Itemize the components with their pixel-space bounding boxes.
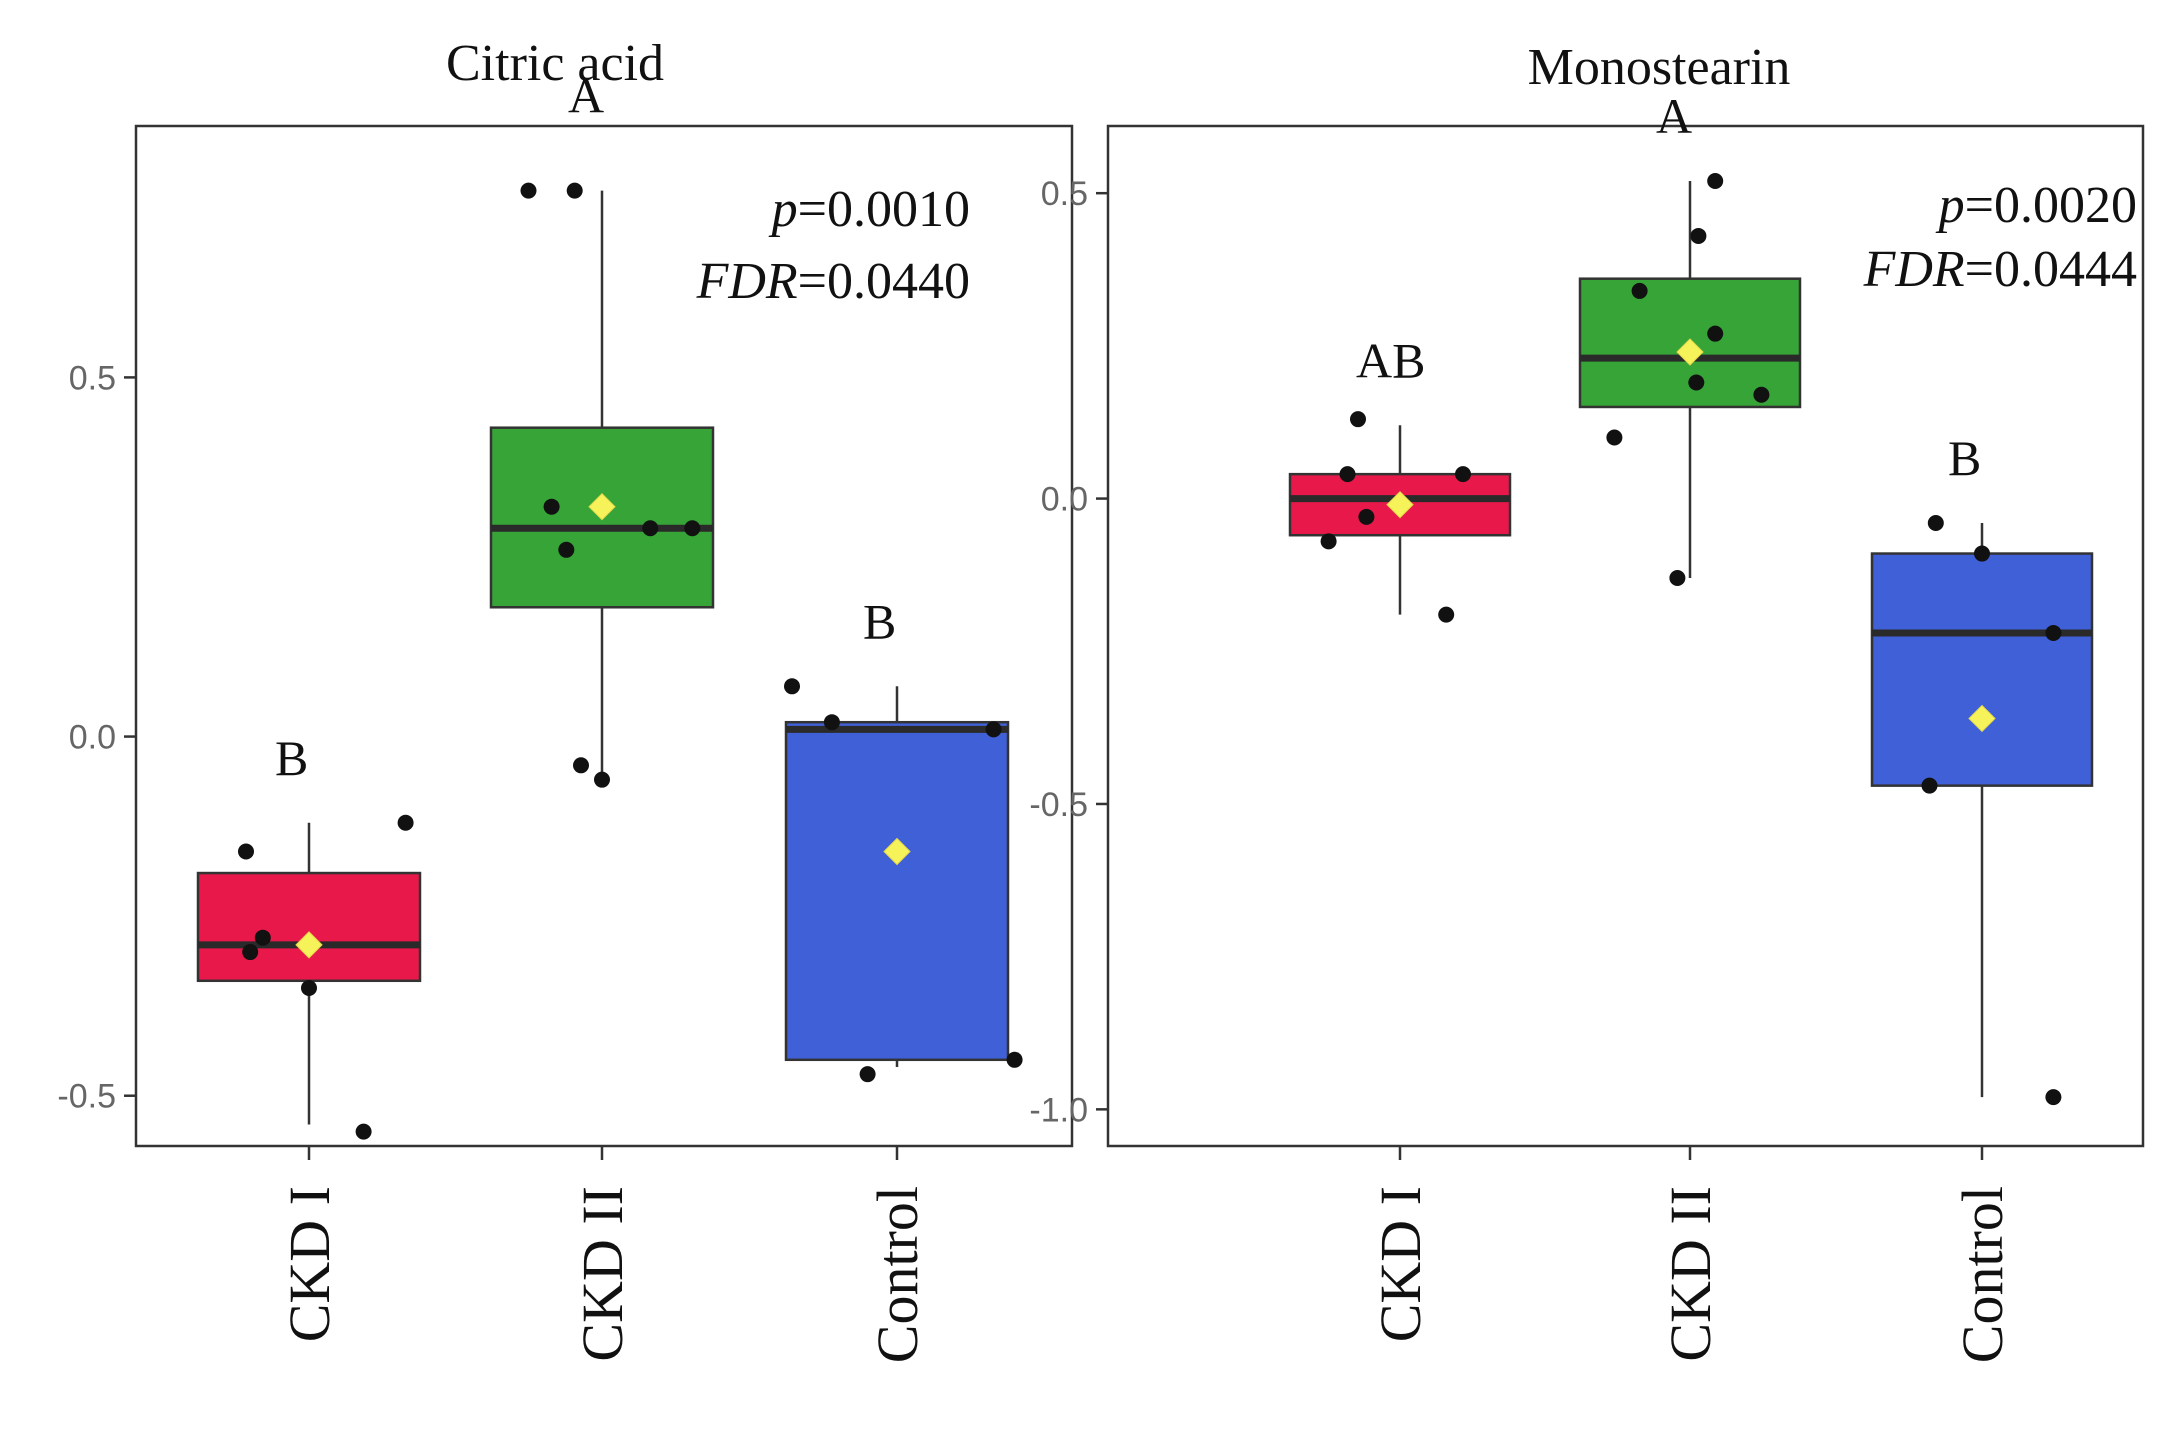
mean-marker: [588, 492, 616, 521]
panel-2: Monostearin -1.0 -0.5 0.0 0.5 CKD I CKD II Cont…: [1029, 39, 2145, 1363]
data-point: [1358, 508, 1375, 525]
box-control: B: [1870, 430, 2094, 1098]
box-ckd-ii: A: [489, 68, 715, 780]
mean-marker: [1386, 490, 1414, 519]
box-body: [784, 720, 1010, 1062]
data-point: [594, 771, 610, 788]
data-point: [558, 541, 575, 558]
data-point: [823, 714, 840, 731]
fdr-label: FDR: [1863, 241, 1965, 298]
p-value-annotation: p=0.0010: [768, 181, 970, 238]
p-label: p: [1935, 177, 1965, 234]
y-tick-label: 0.0: [1041, 481, 1088, 519]
data-point: [1350, 411, 1366, 428]
data-point: [254, 929, 271, 946]
data-point: [1320, 533, 1337, 550]
data-point: [1707, 172, 1724, 189]
p-value: =0.0020: [1965, 177, 2137, 234]
data-point: [1606, 429, 1623, 446]
mean-marker: [1676, 338, 1704, 366]
p-value: =0.0010: [798, 181, 970, 238]
data-point: [238, 843, 254, 860]
x-tick-label: CKD II: [1658, 1186, 1723, 1362]
x-tick-label: Control: [1950, 1186, 2015, 1363]
significance-letter: B: [1948, 430, 1981, 486]
panel-1: Citric acid -0.5 0.0 0.5 CKD I CKD II Control B…: [57, 35, 1074, 1363]
data-point: [2045, 1089, 2062, 1106]
data-point: [543, 498, 560, 515]
box-control: B: [784, 593, 1010, 1067]
chart-title: Monostearin: [1528, 39, 1791, 96]
y-tick-label: 0.5: [1041, 175, 1088, 213]
chart-title: Citric acid: [446, 35, 664, 92]
data-point: [520, 182, 537, 199]
x-tick-label: Control: [865, 1186, 930, 1363]
data-point: [1339, 466, 1356, 483]
fdr-label: FDR: [696, 253, 798, 310]
significance-letter: AB: [1356, 332, 1425, 388]
data-point: [1631, 282, 1648, 299]
data-point: [642, 520, 659, 537]
data-point: [1006, 1051, 1023, 1068]
y-tick-label: -0.5: [1029, 786, 1088, 824]
data-point: [1688, 374, 1705, 391]
data-point: [301, 979, 317, 996]
data-point: [1921, 777, 1938, 794]
data-point: [1927, 515, 1944, 532]
y-tick-label: -0.5: [57, 1078, 116, 1116]
data-point: [242, 944, 259, 961]
p-label: p: [768, 181, 798, 238]
box-ckd-ii: A: [1578, 88, 1802, 578]
significance-letter: A: [1656, 88, 1692, 144]
data-point: [684, 520, 701, 537]
plot-frame: [1106, 124, 2145, 1148]
mean-marker: [883, 837, 911, 866]
fdr-value: =0.0444: [1965, 241, 2137, 298]
data-point: [566, 182, 583, 199]
data-point: [355, 1123, 372, 1140]
data-point: [1753, 386, 1770, 403]
data-point: [1669, 569, 1686, 586]
x-tick-label: CKD I: [1368, 1186, 1433, 1342]
data-point: [1438, 606, 1455, 623]
significance-letter: B: [863, 593, 896, 649]
data-point: [1707, 325, 1724, 342]
data-point: [1455, 466, 1471, 483]
data-point: [784, 678, 800, 695]
y-tick-label: -1.0: [1029, 1091, 1088, 1129]
box-body: [1870, 552, 2094, 787]
data-point: [1974, 545, 1990, 562]
fdr-annotation: FDR=0.0444: [1863, 241, 2137, 298]
significance-letter: A: [568, 68, 604, 124]
p-value-annotation: p=0.0020: [1935, 177, 2137, 234]
x-tick-label: CKD II: [570, 1186, 635, 1362]
data-point: [985, 721, 1002, 738]
data-point: [859, 1066, 876, 1083]
fdr-annotation: FDR=0.0440: [696, 253, 970, 310]
data-point: [397, 814, 414, 831]
data-point: [2045, 624, 2062, 641]
significance-letter: B: [275, 730, 308, 786]
x-tick-label: CKD I: [277, 1186, 342, 1342]
box-ckd-i: B: [196, 730, 422, 1125]
box-body: [196, 871, 422, 983]
box-ckd-i: AB: [1288, 332, 1512, 615]
plot-frame: [134, 124, 1074, 1148]
mean-marker: [295, 931, 323, 959]
data-point: [1690, 227, 1707, 244]
y-tick-label: 0.5: [69, 359, 116, 397]
mean-marker: [1968, 704, 1996, 733]
fdr-value: =0.0440: [798, 253, 970, 310]
data-point: [573, 757, 589, 774]
y-tick-label: 0.0: [69, 719, 116, 757]
